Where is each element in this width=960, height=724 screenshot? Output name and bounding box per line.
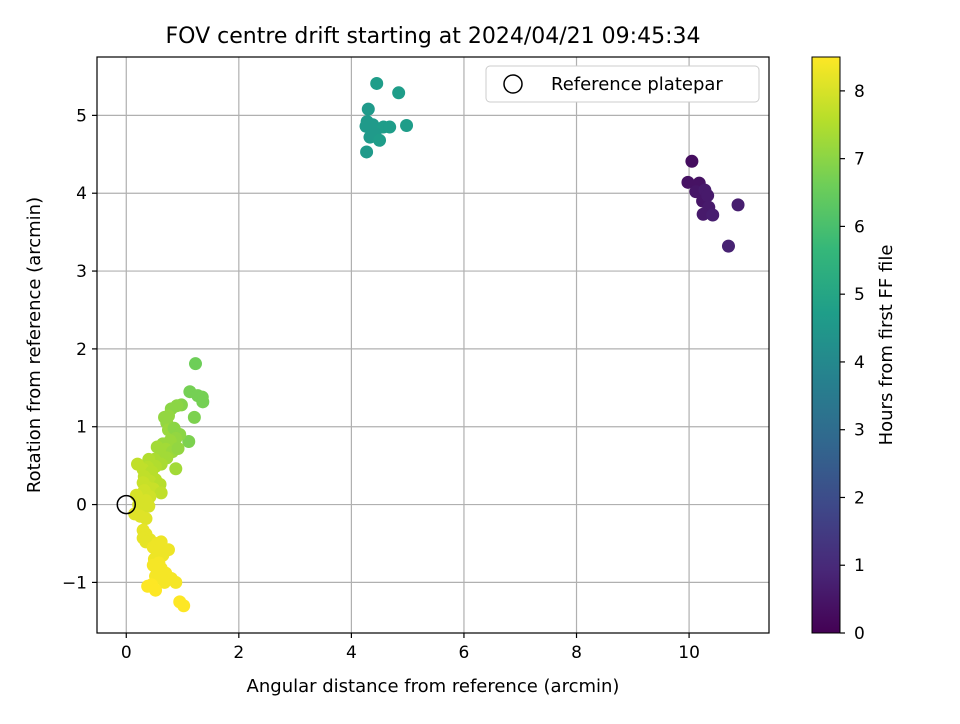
colorbar-tick-label: 2: [854, 488, 865, 508]
data-point: [392, 86, 406, 100]
colorbar-tick-label: 5: [854, 285, 865, 305]
data-point: [731, 198, 745, 212]
data-point: [373, 133, 387, 147]
data-point: [696, 207, 710, 221]
x-tick-label: 4: [346, 643, 357, 663]
x-tick-label: 8: [571, 643, 582, 663]
data-point: [177, 599, 191, 613]
y-axis-label: Rotation from reference (arcmin): [24, 197, 45, 493]
data-point: [139, 512, 153, 526]
data-point: [685, 154, 699, 168]
data-point: [370, 76, 384, 90]
data-point: [188, 357, 202, 371]
reference-platepar-marker: [116, 494, 137, 515]
axes-frame: [96, 56, 770, 634]
colorbar-label: Hours from first FF file: [876, 245, 897, 446]
data-point: [383, 120, 397, 134]
colorbar-tick-label: 1: [854, 556, 865, 576]
legend: Reference platepar: [485, 65, 760, 103]
y-tick-label: 3: [76, 262, 87, 282]
grid-lines: [97, 57, 769, 633]
data-point: [359, 119, 373, 133]
data-point: [706, 208, 720, 222]
colorbar-tick-label: 6: [854, 217, 865, 237]
y-tick-label: 4: [76, 184, 87, 204]
colorbar-tick-label: 0: [854, 624, 865, 644]
data-point: [721, 239, 735, 253]
x-axis-ticks: 0 2 4 6 8 10: [121, 633, 700, 663]
data-point: [400, 118, 414, 132]
data-point: [142, 499, 156, 513]
colorbar-tick-label: 7: [854, 150, 865, 170]
data-point: [187, 410, 201, 424]
data-point: [169, 575, 183, 589]
data-point: [154, 486, 168, 500]
y-tick-label: 0: [76, 496, 87, 516]
data-point: [149, 583, 163, 597]
colorbar: 0 1 2 3 4 5 6 7 8 Hours from first FF file: [811, 56, 897, 644]
x-tick-label: 2: [233, 643, 244, 663]
data-point: [182, 435, 196, 449]
data-point: [196, 395, 210, 409]
y-tick-label: 1: [76, 418, 87, 438]
x-tick-label: 0: [121, 643, 132, 663]
colorbar-tick-label: 3: [854, 421, 865, 441]
legend-marker-reference: [503, 74, 523, 94]
y-tick-label: −1: [62, 573, 87, 593]
y-tick-label: 2: [76, 340, 87, 360]
x-tick-label: 10: [678, 643, 700, 663]
colorbar-gradient: [811, 56, 841, 634]
legend-box: [485, 65, 760, 103]
y-axis-ticks: −1 0 1 2 3 4 5: [62, 106, 97, 593]
data-point: [361, 102, 375, 116]
data-point: [171, 442, 185, 456]
x-tick-label: 6: [459, 643, 470, 663]
data-points: [128, 76, 745, 613]
data-point: [360, 145, 374, 159]
x-axis-label: Angular distance from reference (arcmin): [247, 676, 620, 697]
data-point: [681, 175, 695, 189]
data-point: [701, 189, 715, 203]
colorbar-ticks: 0 1 2 3 4 5 6 7 8: [840, 82, 865, 644]
chart-title: FOV centre drift starting at 2024/04/21 …: [166, 24, 701, 49]
y-tick-label: 5: [76, 106, 87, 126]
legend-label-reference: Reference platepar: [551, 74, 723, 95]
colorbar-tick-label: 8: [854, 82, 865, 102]
colorbar-tick-label: 4: [854, 353, 865, 373]
data-point: [169, 462, 183, 476]
data-point: [158, 575, 172, 589]
